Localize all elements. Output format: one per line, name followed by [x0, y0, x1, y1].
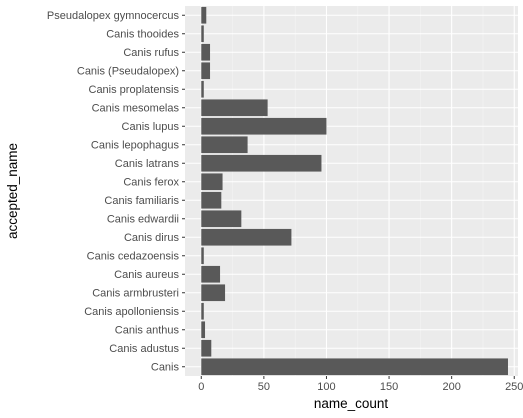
x-axis-ticks: 0 50 100 150 200 250	[198, 376, 523, 393]
y-axis-title: accepted_name	[5, 143, 20, 239]
bar	[201, 228, 292, 246]
y-tick-label: Canis aureus	[114, 269, 179, 281]
bar	[201, 191, 222, 209]
bar	[201, 117, 327, 135]
bar	[201, 25, 204, 43]
y-tick-label: Canis familiaris	[104, 195, 179, 207]
y-tick-label: Canis apolloniensis	[84, 306, 179, 318]
bar	[201, 210, 242, 228]
bar	[201, 62, 211, 80]
bar	[201, 339, 212, 357]
bar	[201, 284, 226, 302]
y-tick-label: Canis edwardii	[107, 214, 179, 226]
bar	[201, 302, 204, 320]
x-tick-label: 50	[258, 381, 270, 393]
bar	[201, 321, 206, 339]
x-axis-title: name_count	[314, 396, 389, 411]
y-tick-label: Canis lupus	[122, 121, 180, 133]
bars	[201, 6, 508, 376]
y-tick-label: Canis lepophagus	[91, 140, 180, 152]
bar	[201, 358, 508, 376]
bar	[201, 80, 204, 98]
y-tick-label: Canis armbrusteri	[92, 288, 179, 300]
y-tick-label: Canis proplatensis	[89, 84, 180, 96]
bar	[201, 265, 221, 283]
y-tick-label: Canis mesomelas	[92, 103, 180, 115]
bar	[201, 136, 248, 154]
plot-panel	[185, 6, 518, 376]
x-tick-label: 200	[442, 381, 460, 393]
bar	[201, 43, 211, 61]
bar	[201, 99, 268, 117]
x-tick-label: 100	[317, 381, 335, 393]
y-tick-label: Canis	[151, 362, 180, 374]
bar	[201, 247, 204, 265]
y-tick-label: Canis dirus	[124, 232, 180, 244]
y-tick-label: Canis ferox	[123, 177, 179, 189]
x-tick-label: 150	[380, 381, 398, 393]
x-tick-label: 0	[198, 381, 204, 393]
y-tick-label: Canis anthus	[115, 325, 180, 337]
y-tick-label: Canis cedazoensis	[87, 251, 180, 263]
x-tick-label: 250	[505, 381, 523, 393]
bar	[201, 173, 223, 191]
y-tick-label: Canis latrans	[115, 158, 180, 170]
y-axis-ticks: Pseudalopex gymnocercus Canis thooides Can…	[47, 10, 185, 374]
y-tick-label: Canis rufus	[123, 47, 179, 59]
y-tick-label: Canis adustus	[109, 343, 179, 355]
y-tick-label: Canis (Pseudalopex)	[77, 66, 179, 78]
y-tick-label: Canis thooides	[106, 29, 179, 41]
y-tick-label: Pseudalopex gymnocercus	[47, 10, 180, 22]
bar	[201, 6, 207, 24]
bar	[201, 154, 322, 172]
